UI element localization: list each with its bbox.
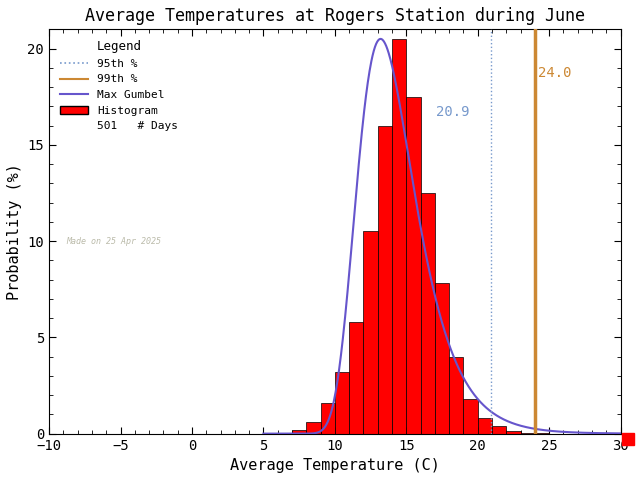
Bar: [292, 430, 307, 433]
Bar: [463, 399, 477, 433]
Bar: [406, 96, 420, 433]
Legend: 95th %, 99th %, Max Gumbel, Histogram, 501   # Days: 95th %, 99th %, Max Gumbel, Histogram, 5…: [54, 35, 184, 137]
Bar: [435, 284, 449, 433]
Text: 20.9: 20.9: [436, 105, 470, 119]
Y-axis label: Probability (%): Probability (%): [7, 163, 22, 300]
Bar: [307, 422, 321, 433]
Bar: [506, 431, 520, 433]
Bar: [420, 193, 435, 433]
Bar: [321, 403, 335, 433]
Bar: [364, 231, 378, 433]
Bar: [349, 322, 364, 433]
Bar: [492, 426, 506, 433]
Bar: [335, 372, 349, 433]
Bar: [449, 357, 463, 433]
X-axis label: Average Temperature (C): Average Temperature (C): [230, 458, 440, 473]
Bar: [477, 418, 492, 433]
Bar: [520, 432, 535, 433]
Bar: [392, 39, 406, 433]
Bar: [378, 126, 392, 433]
Text: Made on 25 Apr 2025: Made on 25 Apr 2025: [67, 237, 161, 246]
Text: 24.0: 24.0: [538, 66, 572, 81]
Title: Average Temperatures at Rogers Station during June: Average Temperatures at Rogers Station d…: [85, 7, 585, 25]
